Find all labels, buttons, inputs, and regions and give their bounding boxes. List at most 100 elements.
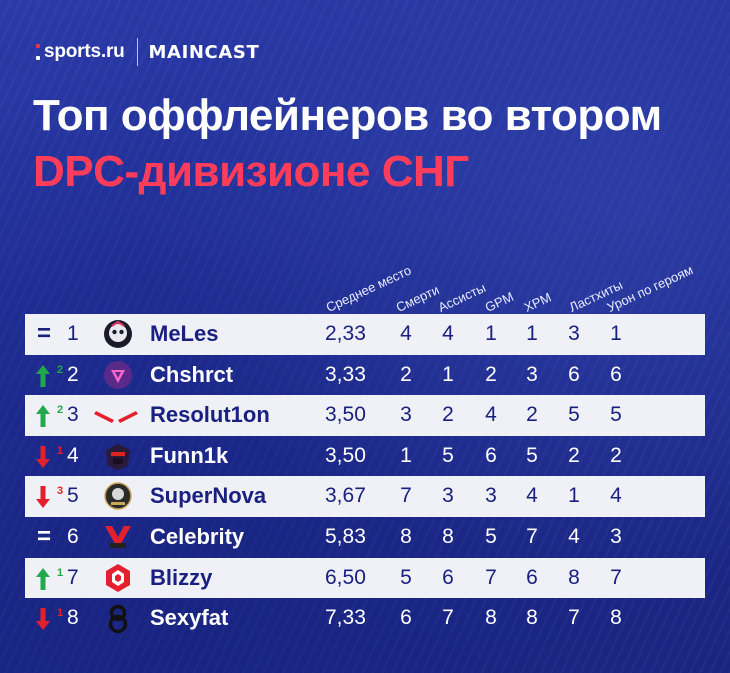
lasthits-cell: 5 <box>568 403 580 427</box>
avg-place-cell: 3,33 <box>325 362 366 386</box>
team-name-cell: Celebrity <box>150 523 245 549</box>
avg-place-cell: 5,83 <box>325 524 366 548</box>
assists-cell: 4 <box>442 322 454 345</box>
hero-damage-cell: 1 <box>610 322 622 345</box>
assists-cell: 2 <box>442 403 454 427</box>
position-down-icon: 1 <box>35 443 63 471</box>
team-name-cell: Funn1k <box>150 442 229 468</box>
table-row: 1 7 Blizzy 6,50 5 6 7 6 8 7 <box>25 557 705 599</box>
deaths-cell: 8 <box>400 524 412 548</box>
team-name-cell: Blizzy <box>150 564 213 590</box>
gpm-cell: 4 <box>485 403 497 427</box>
avg-place-cell: 3,67 <box>325 484 366 508</box>
title-line-1: Топ оффлейнеров во втором <box>33 91 662 140</box>
assists-cell: 8 <box>442 524 454 548</box>
table-row: 2 2 Chshrct 3,33 2 1 2 3 6 6 <box>25 355 705 396</box>
sports-ru-logo-text: sports.ru <box>44 41 125 62</box>
lasthits-cell: 8 <box>568 565 580 589</box>
assists-cell: 7 <box>442 606 454 630</box>
gpm-cell: 5 <box>485 524 497 548</box>
sports-ru-logo: sports.ru <box>36 41 125 63</box>
page-title: Топ оффлейнеров во втором DPC-дивизионе … <box>33 88 662 200</box>
deaths-cell: 3 <box>400 403 412 427</box>
ranking-table: = 1 MeLes 2,33 4 4 1 1 3 1 2 2 Chshrct 3… <box>25 314 705 639</box>
deaths-cell: 1 <box>400 443 412 467</box>
team-name-cell: Resolut1on <box>150 402 270 428</box>
logo-divider <box>136 38 138 66</box>
table-row: 1 8 Sexyfat 7,33 6 7 8 8 7 8 <box>25 598 705 639</box>
table-row: 3 5 SuperNova 3,67 7 3 3 4 1 4 <box>25 476 705 517</box>
rank-cell: 5 <box>67 484 79 508</box>
table-row: = 1 MeLes 2,33 4 4 1 1 3 1 <box>25 314 705 355</box>
gpm-cell: 6 <box>485 443 497 467</box>
deaths-cell: 2 <box>400 362 412 386</box>
position-change-value: 2 <box>57 404 64 417</box>
table-row: 2 3 Resolut1on 3,50 3 2 4 2 5 5 <box>25 395 705 436</box>
xpm-cell: 3 <box>526 362 538 386</box>
xpm-cell: 6 <box>526 565 538 589</box>
funn1k-logo <box>102 440 134 472</box>
avg-place-cell: 6,50 <box>325 565 366 589</box>
avg-place-cell: 3,50 <box>325 403 366 427</box>
position-change-value: 1 <box>57 444 64 457</box>
avg-place-cell: 2,33 <box>325 322 366 345</box>
no-change-icon: = <box>37 522 52 550</box>
position-up-icon: 1 <box>35 565 63 593</box>
deaths-cell: 6 <box>400 606 412 630</box>
header-logos: sports.ru MAINCAST <box>36 38 259 66</box>
assists-cell: 5 <box>442 443 454 467</box>
deaths-cell: 7 <box>400 484 412 508</box>
no-change-icon: = <box>37 320 52 347</box>
gpm-cell: 8 <box>485 606 497 630</box>
gpm-cell: 1 <box>485 322 497 345</box>
title-line-2: DPC-дивизионе СНГ <box>33 147 469 196</box>
assists-cell: 1 <box>442 362 454 386</box>
meles-logo <box>102 318 134 350</box>
table-row: 1 4 Funn1k 3,50 1 5 6 5 2 2 <box>25 436 705 477</box>
position-up-icon: 2 <box>35 402 63 430</box>
sports-ru-mark-icon <box>36 44 40 60</box>
resolution-logo <box>94 399 138 431</box>
supernova-logo <box>102 480 134 512</box>
rank-cell: 8 <box>67 606 79 630</box>
gpm-cell: 2 <box>485 362 497 386</box>
position-change-value: 2 <box>57 363 64 376</box>
hero-damage-cell: 7 <box>610 565 622 589</box>
hero-damage-cell: 5 <box>610 403 622 427</box>
position-change-value: 3 <box>57 485 64 498</box>
avg-place-cell: 7,33 <box>325 606 366 630</box>
celebrity-logo <box>102 521 134 553</box>
hero-damage-cell: 6 <box>610 362 622 386</box>
column-header-deaths: Смерти <box>393 282 442 315</box>
table-row: = 6 Celebrity 5,83 8 8 5 7 4 3 <box>25 517 705 558</box>
assists-cell: 3 <box>442 484 454 508</box>
rank-cell: 4 <box>67 443 79 467</box>
deaths-cell: 5 <box>400 565 412 589</box>
column-header-xpm: XPM <box>521 289 554 315</box>
hero-damage-cell: 2 <box>610 443 622 467</box>
assists-cell: 6 <box>442 565 454 589</box>
xpm-cell: 8 <box>526 606 538 630</box>
rank-cell: 1 <box>67 322 79 345</box>
gpm-cell: 3 <box>485 484 497 508</box>
sexyfat-logo <box>102 602 134 634</box>
position-down-icon: 1 <box>35 605 63 633</box>
lasthits-cell: 7 <box>568 606 580 630</box>
position-change-value: 1 <box>57 607 64 620</box>
rank-cell: 7 <box>67 565 79 589</box>
rank-cell: 2 <box>67 362 79 386</box>
team-name-cell: MeLes <box>150 321 219 346</box>
hero-damage-cell: 4 <box>610 484 622 508</box>
deaths-cell: 4 <box>400 322 412 345</box>
xpm-cell: 1 <box>526 322 538 345</box>
chshrct-logo <box>102 359 134 391</box>
xpm-cell: 7 <box>526 524 538 548</box>
xpm-cell: 4 <box>526 484 538 508</box>
xpm-cell: 2 <box>526 403 538 427</box>
hero-damage-cell: 8 <box>610 606 622 630</box>
lasthits-cell: 4 <box>568 524 580 548</box>
avg-place-cell: 3,50 <box>325 443 366 467</box>
rank-cell: 6 <box>67 524 79 548</box>
lasthits-cell: 2 <box>568 443 580 467</box>
